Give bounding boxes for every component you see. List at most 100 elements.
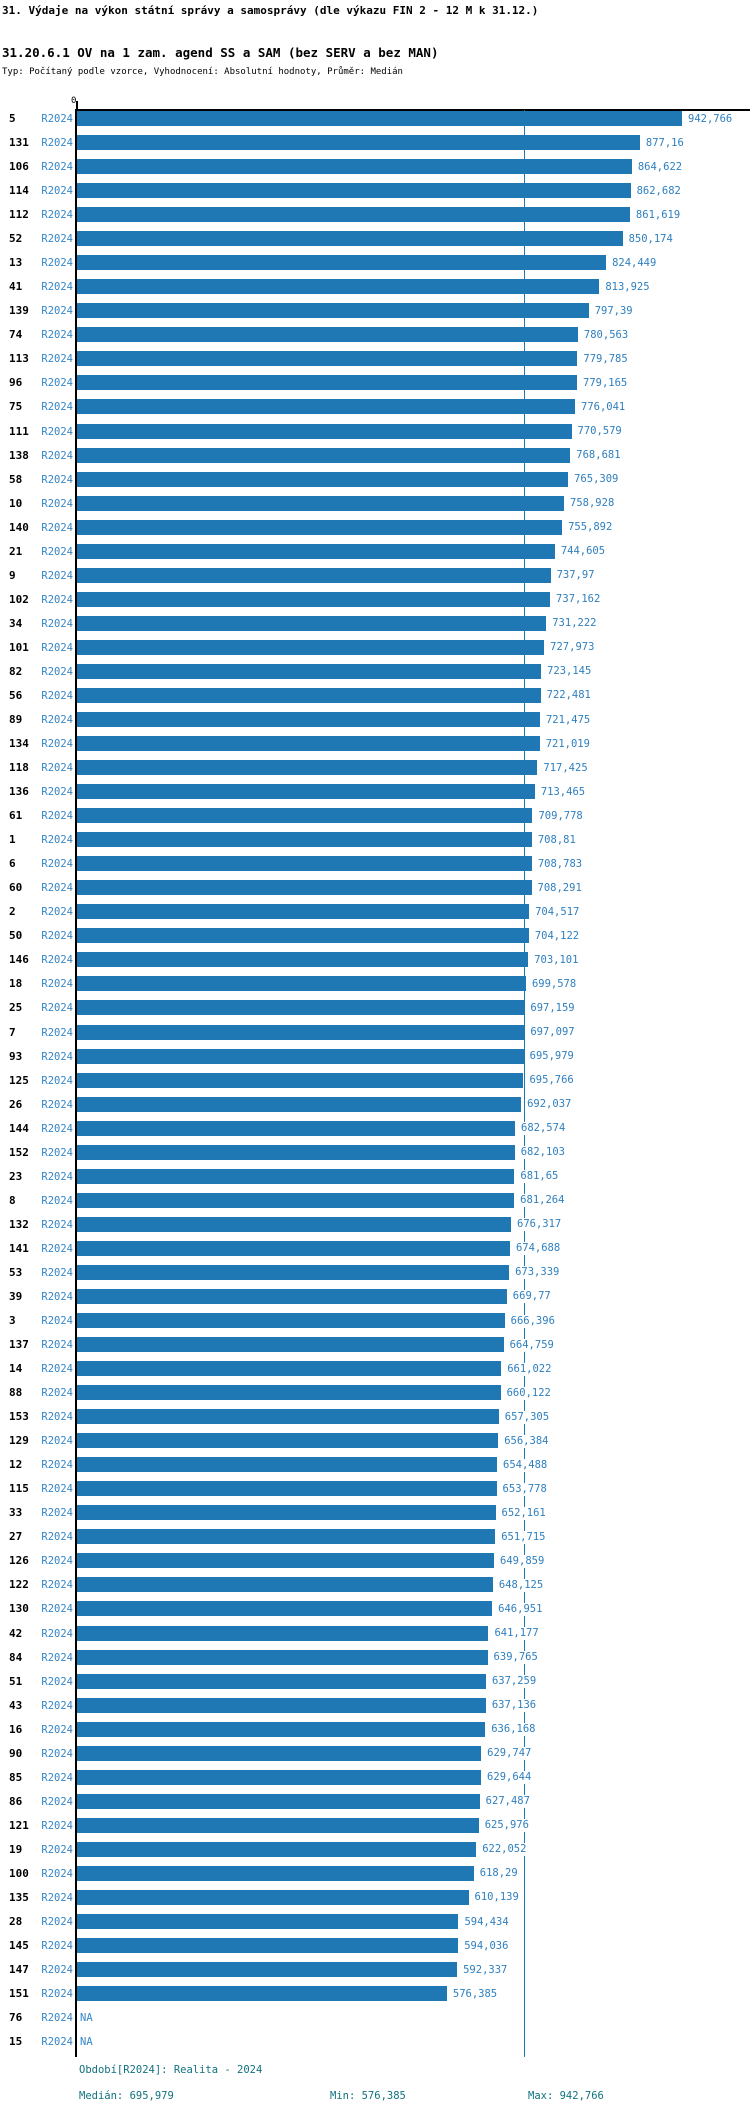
bar-row-8: 8 R2024 681,264 [0, 1192, 750, 1217]
row-id-label: 8 [9, 1193, 16, 1207]
row-period-label: R2024 [41, 161, 73, 174]
row-period-label: R2024 [41, 497, 73, 510]
bar-value-label: 610,139 [473, 1891, 520, 1905]
bar-value-label: 727,973 [549, 641, 596, 655]
row-period-label: R2024 [41, 1170, 73, 1183]
bar [77, 591, 551, 607]
row-period-label: R2024 [41, 689, 73, 702]
row-period-label: R2024 [41, 1940, 73, 1953]
row-id-label: 84 [9, 1650, 23, 1664]
row-period-label: R2024 [41, 1483, 73, 1496]
bar-row-102: 102 R2024 737,162 [0, 591, 750, 616]
bar-row-85: 85 R2024 629,644 [0, 1769, 750, 1794]
row-period-label: R2024 [41, 1339, 73, 1352]
row-id-label: 86 [9, 1794, 23, 1808]
bar-value-label: 861,619 [634, 208, 682, 222]
row-period-label: R2024 [41, 1555, 73, 1568]
row-period-label: R2024 [41, 1916, 73, 1928]
bar-value-label: 682,574 [520, 1122, 567, 1136]
x-axis-zero-tick-label: 0 [71, 96, 77, 106]
bar-row-76: 76 R2024 NA [0, 2010, 750, 2034]
bar-value-label: 618,29 [478, 1867, 519, 1881]
bar [77, 784, 535, 800]
bar-row-50: 50 R2024 704,122 [0, 928, 750, 952]
x-axis-zero-tick [76, 101, 78, 110]
bar [77, 1024, 525, 1040]
bar-value-label: 681,65 [519, 1170, 560, 1184]
row-period-label: R2024 [41, 329, 73, 342]
bar-row-106: 106 R2024 864,622 [0, 159, 750, 183]
bar [77, 1385, 501, 1401]
bar [77, 1361, 502, 1377]
median-line [523, 110, 526, 2057]
row-period-label: R2024 [41, 521, 73, 534]
bar-value-label: 708,81 [536, 833, 577, 847]
bar [77, 231, 623, 247]
footer-min-stat: Min: 576,385 [330, 2090, 406, 2102]
bar [77, 1433, 499, 1449]
row-period-label: R2024 [41, 1435, 73, 1448]
row-id-label: 153 [9, 1410, 29, 1424]
bar-value-label: 813,925 [604, 280, 651, 294]
bar-row-18: 18 R2024 699,578 [0, 976, 750, 1000]
bar-value-label: 697,097 [529, 1026, 576, 1040]
row-period-label: R2024 [41, 978, 73, 991]
bar [77, 1865, 474, 1881]
bar [77, 567, 551, 583]
row-id-label: 23 [9, 1169, 23, 1183]
bar-row-21: 21 R2024 744,605 [0, 543, 750, 568]
bar-value-label: 744,605 [559, 545, 607, 559]
bar-value-label: 657,305 [503, 1410, 551, 1424]
bar [77, 207, 630, 223]
row-id-label: 115 [9, 1482, 29, 1496]
bar [77, 1769, 482, 1785]
row-period-label: R2024 [41, 1315, 73, 1327]
bar [77, 1457, 497, 1473]
bar-row-89: 89 R2024 721,475 [0, 712, 750, 736]
row-id-label: 27 [9, 1530, 23, 1544]
row-period-label: R2024 [41, 1964, 73, 1977]
row-period-label: R2024 [41, 786, 73, 799]
bar-value-label: 779,785 [582, 352, 629, 366]
row-period-label: R2024 [41, 1411, 73, 1424]
bar [77, 808, 533, 824]
bar-value-label: 721,019 [544, 737, 591, 751]
row-period-label: R2024 [41, 233, 73, 246]
bar-value-label: 681,264 [519, 1194, 566, 1208]
row-period-label: R2024 [41, 906, 73, 919]
bar [77, 1096, 522, 1112]
row-id-label: 88 [9, 1386, 23, 1400]
bar [77, 1673, 486, 1689]
bar-value-label: 639,765 [492, 1651, 539, 1665]
bar-row-135: 135 R2024 610,139 [0, 1889, 750, 1914]
bar-row-19: 19 R2024 622,052 [0, 1841, 750, 1866]
bar [77, 736, 540, 752]
row-id-label: 134 [9, 737, 29, 751]
bar [77, 1000, 525, 1016]
bar-row-111: 111 R2024 770,579 [0, 423, 750, 448]
bar [77, 111, 682, 126]
row-id-label: 93 [9, 1049, 23, 1063]
bar-value-label: 695,766 [528, 1074, 575, 1088]
row-period-label: R2024 [41, 1795, 73, 1808]
bar-row-39: 39 R2024 669,77 [0, 1288, 750, 1313]
row-id-label: 106 [9, 160, 29, 174]
row-period-label: R2024 [41, 1218, 73, 1231]
bar-row-56: 56 R2024 722,481 [0, 687, 750, 712]
row-id-label: 6 [9, 857, 16, 871]
bar-value-label: 770,579 [576, 425, 623, 439]
bar-value-label: 637,136 [490, 1699, 538, 1713]
bar-value-label: 576,385 [451, 1987, 499, 2001]
bar [77, 639, 545, 655]
bar-row-16: 16 R2024 636,168 [0, 1721, 750, 1746]
bar [77, 687, 541, 703]
bar-value-label: 699,578 [530, 977, 578, 991]
bar-value-label: 666,396 [509, 1314, 556, 1328]
row-id-label: 114 [9, 184, 29, 198]
row-period-label: R2024 [41, 1363, 73, 1376]
row-period-label: R2024 [41, 1387, 73, 1400]
row-id-label: 102 [9, 592, 29, 606]
bar-value-label-na: NA [80, 2035, 93, 2048]
bar-value-label: 625,976 [483, 1819, 530, 1833]
bar [77, 1120, 516, 1136]
